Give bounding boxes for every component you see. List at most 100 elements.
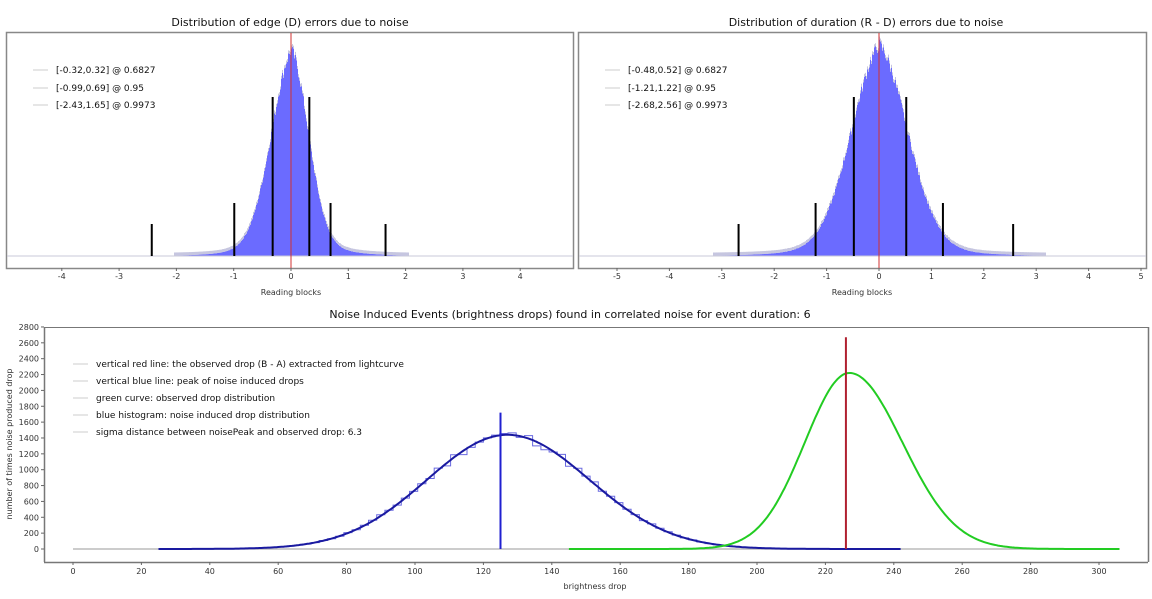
histogram-bar [980,252,981,256]
histogram-bar-cap [719,252,720,256]
histogram-bar-cap [877,50,878,54]
histogram-bar-cap [311,148,312,152]
histogram-bar-cap [769,250,770,254]
histogram-bar [802,245,803,256]
histogram-bar-cap [814,232,815,236]
histogram-bar [229,250,230,256]
histogram-bar-cap [187,252,188,256]
histogram-bar [242,239,243,256]
edge-histogram [7,44,573,257]
histogram-bar-cap [348,247,349,251]
histogram-bar-cap [758,251,759,255]
histogram-bar-cap [732,252,733,256]
histogram-bar-cap [750,251,751,255]
histogram-bar [924,195,925,256]
histogram-bar-cap [786,248,787,252]
histogram-bar-cap [175,252,176,256]
histogram-bar [296,60,297,256]
histogram-bar-cap [826,212,827,216]
histogram-bar-cap [1045,252,1046,256]
histogram-bar [367,253,368,256]
histogram-bar-cap [995,251,996,255]
histogram-bar-cap [251,218,252,222]
histogram-bar-cap [891,64,892,68]
histogram-bar-cap [910,138,911,142]
histogram-bar [381,254,382,256]
histogram-bar [849,136,850,256]
histogram-bar-cap [1043,252,1044,256]
histogram-bar-cap [793,246,794,250]
histogram-bar [947,238,948,256]
histogram-bar [953,243,954,256]
duration-x-axis-label: Reading blocks [832,288,892,297]
histogram-bar [1016,254,1017,256]
histogram-bar-cap [326,221,327,225]
histogram-bar [939,228,940,256]
x-tick-label: 120 [476,567,491,576]
histogram-bar-cap [1022,252,1023,256]
histogram-bar-cap [1038,252,1039,256]
histogram-bar [995,254,996,256]
x-tick-label: 220 [818,567,833,576]
y-tick-label: 2600 [19,339,39,348]
histogram-bar [786,251,787,256]
histogram-bar [847,148,848,256]
histogram-bar-cap [932,210,933,214]
histogram-bar [755,254,756,256]
histogram-bar [892,75,893,256]
histogram-bar-cap [285,64,286,68]
histogram-bar [254,212,255,256]
histogram-bar [769,253,770,256]
histogram-bar-cap [847,145,848,149]
duration-legend-item: [-0.48,0.52] @ 0.6827 [628,66,727,76]
histogram-bar-cap [924,192,925,196]
histogram-bar [316,180,317,256]
histogram-bar-cap [219,249,220,253]
x-tick-label: 4 [1086,272,1091,281]
histogram-bar [933,217,934,256]
histogram-bar [332,237,333,256]
histogram-bar-cap [838,175,839,179]
histogram-bar [328,229,329,256]
histogram-bar-cap [848,139,849,143]
histogram-bar [212,253,213,256]
histogram-bar-cap [1034,252,1035,256]
histogram-bar [901,102,902,257]
histogram-bar [808,241,809,256]
histogram-bar [246,233,247,256]
histogram-bar-cap [740,251,741,255]
histogram-bar-cap [310,141,311,145]
histogram-bar-cap [893,79,894,83]
histogram-bar [253,214,254,256]
histogram-bar-cap [887,57,888,61]
histogram-bar [971,251,972,256]
histogram-bar [248,229,249,256]
histogram-bar [771,253,772,256]
histogram-bar-cap [243,235,244,239]
histogram-bar-cap [1006,251,1007,255]
y-tick-label: 400 [24,513,39,522]
histogram-bar-cap [231,246,232,250]
histogram-bar [372,253,373,256]
histogram-bar [365,253,366,256]
histogram-bar [208,254,209,256]
histogram-bar [987,253,988,256]
histogram-bar [828,209,829,256]
histogram-bar-cap [724,252,725,256]
histogram-bar-cap [964,246,965,250]
histogram-bar [300,86,301,256]
histogram-bar [263,177,264,256]
histogram-bar-cap [806,239,807,243]
histogram-bar-cap [768,250,769,254]
histogram-bar [782,252,783,256]
histogram-bar-cap [342,244,343,248]
noise-legend-item: sigma distance between noisePeak and obs… [96,428,362,438]
histogram-bar [224,251,225,256]
histogram-bar [292,47,293,257]
histogram-bar-cap [281,75,282,79]
histogram-bar-cap [735,252,736,256]
histogram-bar-cap [937,221,938,225]
histogram-bar-cap [772,250,773,254]
histogram-bar [946,238,947,256]
histogram-bar [848,142,849,256]
